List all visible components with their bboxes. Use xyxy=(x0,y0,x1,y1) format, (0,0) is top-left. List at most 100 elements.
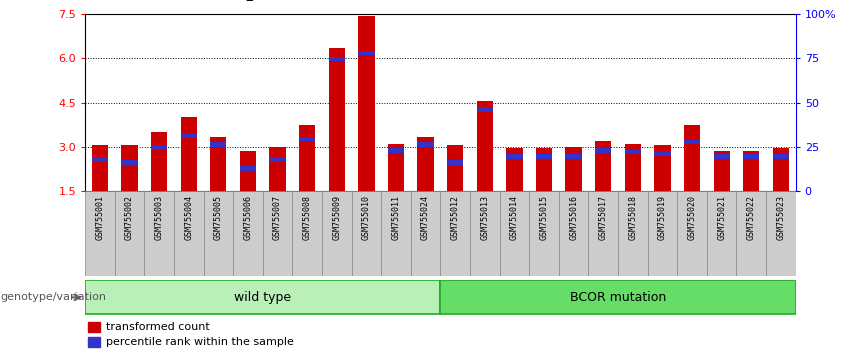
Bar xyxy=(684,125,700,191)
Bar xyxy=(92,145,108,191)
Text: GSM755017: GSM755017 xyxy=(599,195,608,240)
Text: percentile rank within the sample: percentile rank within the sample xyxy=(106,337,294,347)
Text: GSM755021: GSM755021 xyxy=(717,195,726,240)
Bar xyxy=(654,152,671,156)
Bar xyxy=(85,191,115,276)
Bar xyxy=(743,154,759,159)
Bar xyxy=(388,148,404,153)
Text: GSM755018: GSM755018 xyxy=(628,195,637,240)
Text: GSM755015: GSM755015 xyxy=(540,195,549,240)
Bar xyxy=(559,191,588,276)
Bar xyxy=(500,191,529,276)
Bar xyxy=(92,157,108,162)
Bar xyxy=(743,152,759,191)
Bar xyxy=(625,144,641,191)
Bar xyxy=(89,322,100,332)
Bar xyxy=(447,145,463,191)
Bar xyxy=(595,148,611,153)
Bar xyxy=(477,107,493,112)
Bar xyxy=(441,191,470,276)
Bar xyxy=(381,191,411,276)
Bar xyxy=(115,191,145,276)
Bar xyxy=(477,101,493,191)
Bar xyxy=(625,150,641,154)
Text: GSM755024: GSM755024 xyxy=(421,195,430,240)
Text: GSM755005: GSM755005 xyxy=(214,195,223,240)
Bar xyxy=(180,134,197,138)
Text: GSM755004: GSM755004 xyxy=(184,195,193,240)
Bar xyxy=(588,191,618,276)
Bar xyxy=(328,48,345,191)
Bar xyxy=(707,191,736,276)
Bar xyxy=(299,137,316,141)
Bar xyxy=(441,280,796,314)
Bar xyxy=(145,191,174,276)
Bar xyxy=(713,152,730,191)
Bar xyxy=(233,191,263,276)
Bar xyxy=(210,143,226,147)
Text: genotype/variation: genotype/variation xyxy=(1,292,107,302)
Bar xyxy=(270,147,286,191)
Bar xyxy=(447,160,463,165)
Bar xyxy=(595,141,611,191)
Bar xyxy=(322,191,351,276)
Bar xyxy=(328,57,345,61)
Text: BCOR mutation: BCOR mutation xyxy=(570,291,666,304)
Bar xyxy=(85,280,441,314)
Text: GSM755002: GSM755002 xyxy=(125,195,134,240)
Bar xyxy=(677,191,707,276)
Bar xyxy=(506,148,523,191)
Text: GSM755009: GSM755009 xyxy=(332,195,341,240)
Bar xyxy=(203,191,233,276)
Text: GSM755011: GSM755011 xyxy=(391,195,401,240)
Bar xyxy=(299,125,316,191)
Bar xyxy=(470,191,500,276)
Text: GSM755022: GSM755022 xyxy=(747,195,756,240)
Bar xyxy=(263,191,293,276)
Text: GSM755008: GSM755008 xyxy=(303,195,311,240)
Bar xyxy=(736,191,766,276)
Bar xyxy=(565,154,582,159)
Text: transformed count: transformed count xyxy=(106,322,209,332)
Bar xyxy=(506,154,523,159)
Bar xyxy=(122,160,138,165)
Bar xyxy=(210,137,226,191)
Bar xyxy=(411,191,441,276)
Text: GSM755020: GSM755020 xyxy=(688,195,697,240)
Bar xyxy=(654,145,671,191)
Bar xyxy=(529,191,559,276)
Text: GSM755010: GSM755010 xyxy=(362,195,371,240)
Bar xyxy=(766,191,796,276)
Bar xyxy=(648,191,677,276)
Bar xyxy=(151,145,168,150)
Bar xyxy=(151,132,168,191)
Bar xyxy=(536,148,552,191)
Text: GSM755012: GSM755012 xyxy=(451,195,460,240)
Text: GSM755023: GSM755023 xyxy=(776,195,785,240)
Text: GSM755007: GSM755007 xyxy=(273,195,282,240)
Bar xyxy=(684,139,700,144)
Text: GSM755006: GSM755006 xyxy=(243,195,253,240)
Bar xyxy=(293,191,322,276)
Text: GSM755003: GSM755003 xyxy=(155,195,163,240)
Bar xyxy=(180,118,197,191)
Text: GSM755013: GSM755013 xyxy=(480,195,489,240)
Text: wild type: wild type xyxy=(234,291,291,304)
Bar xyxy=(358,16,374,191)
Bar xyxy=(418,137,434,191)
Bar xyxy=(773,148,789,191)
Bar xyxy=(270,157,286,162)
Bar xyxy=(89,337,100,347)
Bar xyxy=(240,166,256,171)
Bar xyxy=(122,145,138,191)
Text: GSM755016: GSM755016 xyxy=(569,195,578,240)
Text: GSM755019: GSM755019 xyxy=(658,195,667,240)
Bar xyxy=(565,147,582,191)
Bar xyxy=(240,152,256,191)
Bar xyxy=(618,191,648,276)
Bar xyxy=(773,154,789,159)
Bar xyxy=(713,154,730,159)
Bar xyxy=(351,191,381,276)
Bar xyxy=(174,191,203,276)
Bar xyxy=(358,51,374,56)
